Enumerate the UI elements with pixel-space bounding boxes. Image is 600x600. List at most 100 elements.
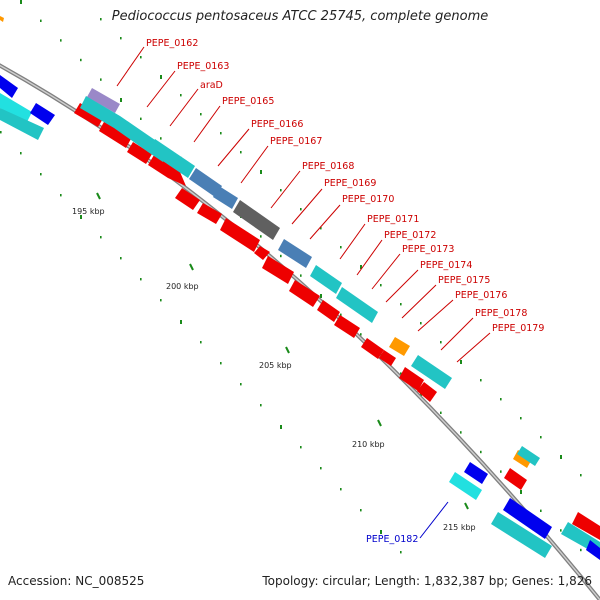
scale-dot	[540, 509, 542, 512]
gene-label-pepe-0168[interactable]: PEPE_0168	[302, 161, 354, 172]
scale-dot	[220, 132, 222, 135]
gene-label-pepe-0174[interactable]: PEPE_0174	[420, 260, 472, 271]
feat-cyan-7	[449, 472, 482, 500]
rev-blue-2	[503, 498, 552, 539]
feat-steel-2	[213, 186, 238, 209]
scale-dot	[560, 529, 562, 532]
scale-dot	[280, 189, 282, 192]
scale-dot	[320, 294, 322, 298]
scale-dot	[100, 78, 102, 81]
scale-dot	[80, 58, 82, 62]
scale-dot	[460, 360, 462, 364]
edge-blue-arrow-1	[0, 75, 18, 98]
gene-label-pepe-0169[interactable]: PEPE_0169	[324, 178, 376, 189]
leader-pepe-0182	[419, 501, 449, 539]
scale-dot	[180, 94, 182, 97]
scale-dot	[440, 341, 442, 344]
feat-steel-1	[189, 168, 222, 197]
cds-red-8	[254, 246, 270, 260]
scale-dot	[300, 446, 302, 449]
scale-dot	[300, 208, 302, 211]
scale-dot	[240, 383, 242, 386]
gene-label-pepe-0166[interactable]: PEPE_0166	[251, 119, 303, 130]
scale-dot	[320, 227, 322, 230]
scale-dot	[180, 320, 182, 324]
scale-dot	[140, 56, 142, 59]
accession-text: Accession: NC_008525	[8, 574, 145, 588]
gene-label-pepe-0165[interactable]: PEPE_0165	[222, 96, 274, 107]
cds-red-18	[572, 512, 600, 540]
cds-red-12	[334, 315, 360, 338]
gene-label-pepe-0162[interactable]: PEPE_0162	[146, 38, 198, 49]
cds-red-15	[399, 367, 424, 391]
scale-dot	[60, 39, 62, 42]
gene-leaders	[116, 46, 491, 363]
scale-dot	[280, 425, 282, 429]
edge-orange-mark	[0, 16, 4, 22]
cds-red-17	[504, 468, 527, 490]
left-edge-features	[0, 16, 55, 140]
gene-labels: PEPE_0162 PEPE_0163 araD PEPE_0165 PEPE_…	[146, 38, 544, 545]
gene-label-pepe-0170[interactable]: PEPE_0170	[342, 194, 394, 205]
feat-cyan-2	[148, 139, 195, 178]
cds-red-7	[220, 218, 260, 252]
scale-dot	[280, 254, 282, 258]
gene-label-pepe-0171[interactable]: PEPE_0171	[367, 214, 419, 225]
scale-dot	[240, 151, 242, 154]
gene-label-pepe-0173[interactable]: PEPE_0173	[402, 244, 454, 255]
feat-cyan-6	[517, 446, 540, 466]
scale-dot	[200, 113, 202, 116]
scale-dot	[120, 257, 122, 260]
edge-cyan-block-2	[0, 108, 44, 140]
rev-blue-1	[464, 462, 488, 484]
cds-red-2	[99, 120, 132, 148]
scale-dot	[160, 75, 162, 79]
scale-dot	[420, 322, 422, 325]
gene-label-pepe-0182[interactable]: PEPE_0182	[366, 534, 418, 545]
feat-cyan-8	[491, 512, 552, 558]
rev-blue-3	[586, 540, 600, 560]
cds-red-16	[417, 382, 437, 402]
cds-red-9	[262, 256, 294, 284]
map-title: Pediococcus pentosaceus ATCC 25745, comp…	[111, 9, 489, 24]
scale-dot	[340, 313, 342, 316]
scale-dot	[520, 490, 522, 494]
feat-gray	[233, 200, 280, 240]
gene-label-pepe-0172[interactable]: PEPE_0172	[384, 230, 436, 241]
feat-cyan-3	[310, 265, 342, 294]
cds-red-11	[317, 300, 340, 322]
gene-label-pepe-0176[interactable]: PEPE_0176	[455, 290, 507, 301]
gene-label-pepe-0175[interactable]: PEPE_0175	[438, 275, 490, 286]
forward-cds-track	[74, 103, 437, 402]
scale-dot	[340, 488, 342, 491]
feat-cyan-4	[336, 287, 378, 323]
feat-orange-1	[389, 337, 410, 356]
scale-dot	[160, 299, 162, 302]
scale-dot	[120, 98, 122, 102]
scale-dot	[40, 19, 42, 22]
scale-dot	[260, 404, 262, 407]
gene-label-pepe-0178[interactable]: PEPE_0178	[475, 308, 527, 319]
gene-label-pepe-0179[interactable]: PEPE_0179	[492, 323, 544, 334]
scale-dot	[520, 417, 522, 420]
gene-label-pepe-0167[interactable]: PEPE_0167	[270, 136, 322, 147]
scale-dot	[360, 509, 362, 512]
tick-label-205: 205 kbp	[259, 361, 292, 370]
cds-red-5	[175, 188, 200, 210]
gene-label-pepe-0163[interactable]: PEPE_0163	[177, 61, 229, 72]
scale-dot	[580, 548, 582, 552]
feat-cyan-5	[411, 355, 452, 389]
scale-dot	[360, 333, 362, 336]
feat-steel-3	[278, 239, 312, 268]
scale-dot	[560, 455, 562, 459]
scale-dot	[400, 303, 402, 306]
scale-dot	[220, 362, 222, 365]
scale-dot	[200, 341, 202, 344]
scale-dot	[360, 265, 362, 269]
gene-label-arad[interactable]: araD	[200, 80, 223, 91]
scale-dot	[480, 379, 482, 382]
scale-dot	[300, 274, 302, 277]
scale-dot	[400, 372, 402, 375]
scale-dot	[540, 436, 542, 439]
